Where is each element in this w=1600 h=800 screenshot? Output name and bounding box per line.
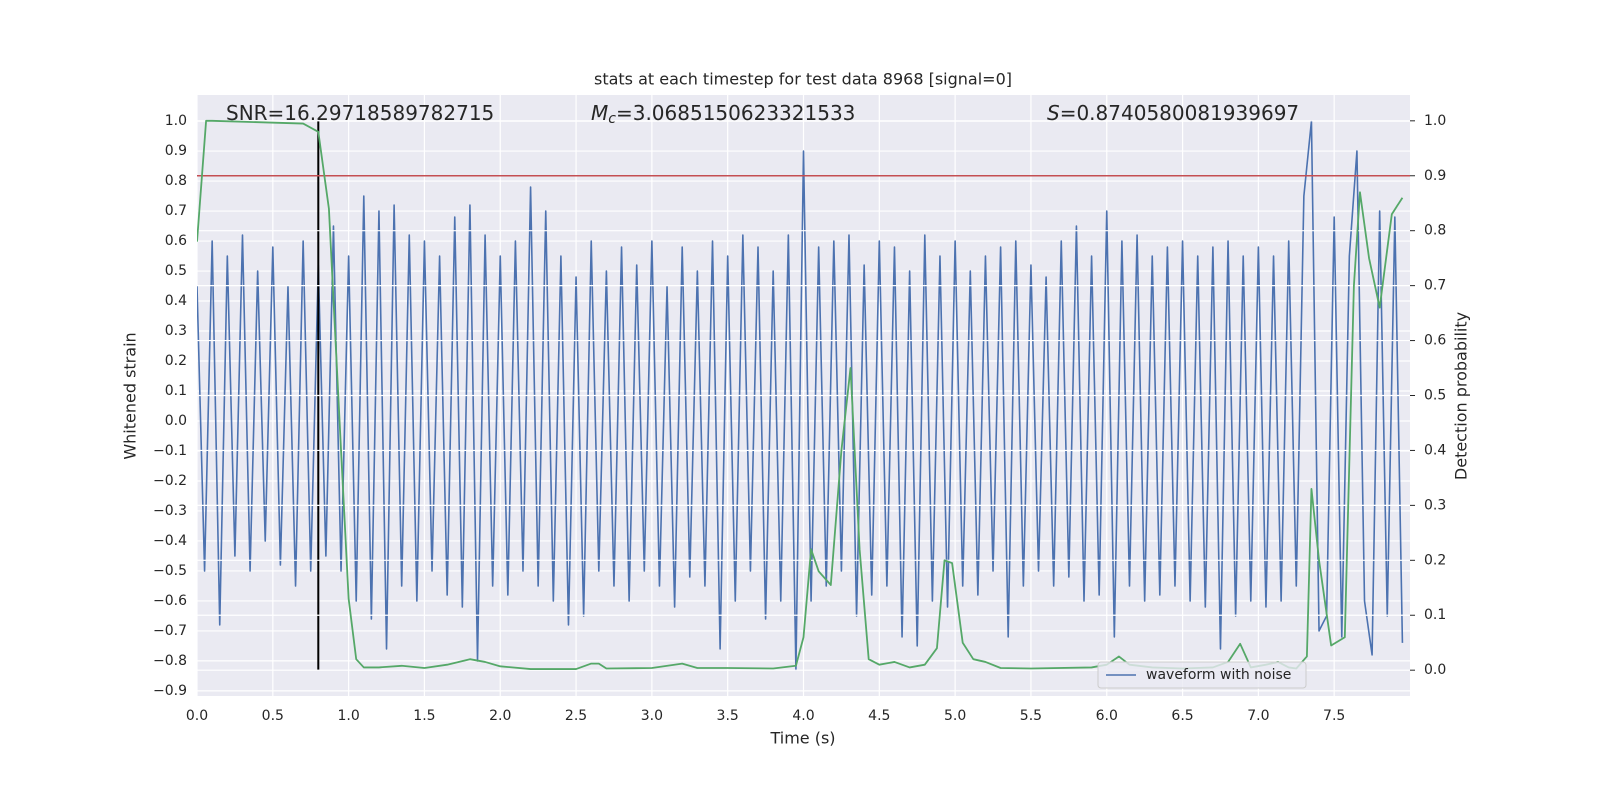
y-tick-label: −0.4 xyxy=(153,533,187,549)
legend-box xyxy=(1097,661,1307,689)
y2-tick-label: 0.8 xyxy=(1424,223,1446,239)
chart-title: stats at each timestep for test data 896… xyxy=(594,70,1012,89)
x-tick-label: 6.5 xyxy=(1171,708,1193,724)
annotation: S=0.8740580081939697 xyxy=(1047,101,1299,125)
y-tick-label: −0.9 xyxy=(153,683,187,699)
x-tick-label: 3.0 xyxy=(641,708,663,724)
y-tick-label: 0.5 xyxy=(165,263,187,279)
legend-label: waveform with noise xyxy=(1146,667,1291,683)
y-axis-label: Whitened strain xyxy=(121,332,140,459)
x-tick-label: 0.5 xyxy=(262,708,284,724)
x-tick-label: 1.0 xyxy=(337,708,359,724)
y-tick-label: 1.0 xyxy=(165,113,187,129)
annotation-text: =0.8740580081939697 xyxy=(1060,101,1299,125)
y2-tick-label: 0.6 xyxy=(1424,333,1446,349)
y-tick-label: −0.1 xyxy=(153,443,187,459)
y-tick-label: −0.7 xyxy=(153,623,187,639)
x-tick-label: 4.0 xyxy=(792,708,814,724)
y2-tick-label: 0.1 xyxy=(1424,607,1446,623)
annotation-text: =3.0685150623321533 xyxy=(616,101,855,125)
y-tick-label: −0.8 xyxy=(153,653,187,669)
y-tick-label: 0.9 xyxy=(165,143,187,159)
x-tick-label: 3.5 xyxy=(717,708,739,724)
y-tick-label: −0.2 xyxy=(153,473,187,489)
x-tick-label: 7.5 xyxy=(1323,708,1345,724)
x-tick-label: 5.0 xyxy=(944,708,966,724)
y2-tick-label: 0.2 xyxy=(1424,552,1446,568)
x-tick-label: 1.5 xyxy=(413,708,435,724)
y2-tick-label: 0.7 xyxy=(1424,278,1446,294)
x-tick-label: 4.5 xyxy=(868,708,890,724)
x-axis-label: Time (s) xyxy=(769,729,835,748)
y2-tick-label: 0.3 xyxy=(1424,497,1446,513)
annotation: SNR=16.29718589782715 xyxy=(226,101,494,125)
x-tick-label: 6.0 xyxy=(1096,708,1118,724)
y-tick-label: 0.1 xyxy=(165,383,187,399)
y-tick-label: 0.4 xyxy=(165,293,187,309)
y-tick-label: −0.6 xyxy=(153,593,187,609)
x-tick-label: 2.0 xyxy=(489,708,511,724)
annotation-subscript: c xyxy=(608,111,616,127)
y-tick-label: 0.2 xyxy=(165,353,187,369)
y-tick-label: −0.5 xyxy=(153,563,187,579)
y2-tick-label: 1.0 xyxy=(1424,113,1446,129)
y-tick-label: 0.0 xyxy=(165,413,187,429)
y2-axis-label: Detection probability xyxy=(1452,312,1471,480)
y2-tick-label: 0.4 xyxy=(1424,442,1446,458)
y-tick-label: −0.3 xyxy=(153,503,187,519)
y2-tick-label: 0.5 xyxy=(1424,388,1446,404)
y-tick-label: 0.8 xyxy=(165,173,187,189)
y-tick-label: 0.3 xyxy=(165,323,187,339)
y-tick-label: 0.7 xyxy=(165,203,187,219)
annotation-symbol: S xyxy=(1047,101,1060,125)
annotation-text: SNR=16.29718589782715 xyxy=(226,101,494,125)
x-tick-label: 5.5 xyxy=(1020,708,1042,724)
annotation: Mc=3.0685150623321533 xyxy=(591,101,855,128)
x-tick-label: 0.0 xyxy=(186,708,208,724)
y2-tick-label: 0.9 xyxy=(1424,168,1446,184)
x-tick-label: 7.0 xyxy=(1247,708,1269,724)
annotation-symbol: M xyxy=(591,101,608,125)
y-tick-label: 0.6 xyxy=(165,233,187,249)
x-tick-label: 2.5 xyxy=(565,708,587,724)
y2-tick-label: 0.0 xyxy=(1424,662,1446,678)
